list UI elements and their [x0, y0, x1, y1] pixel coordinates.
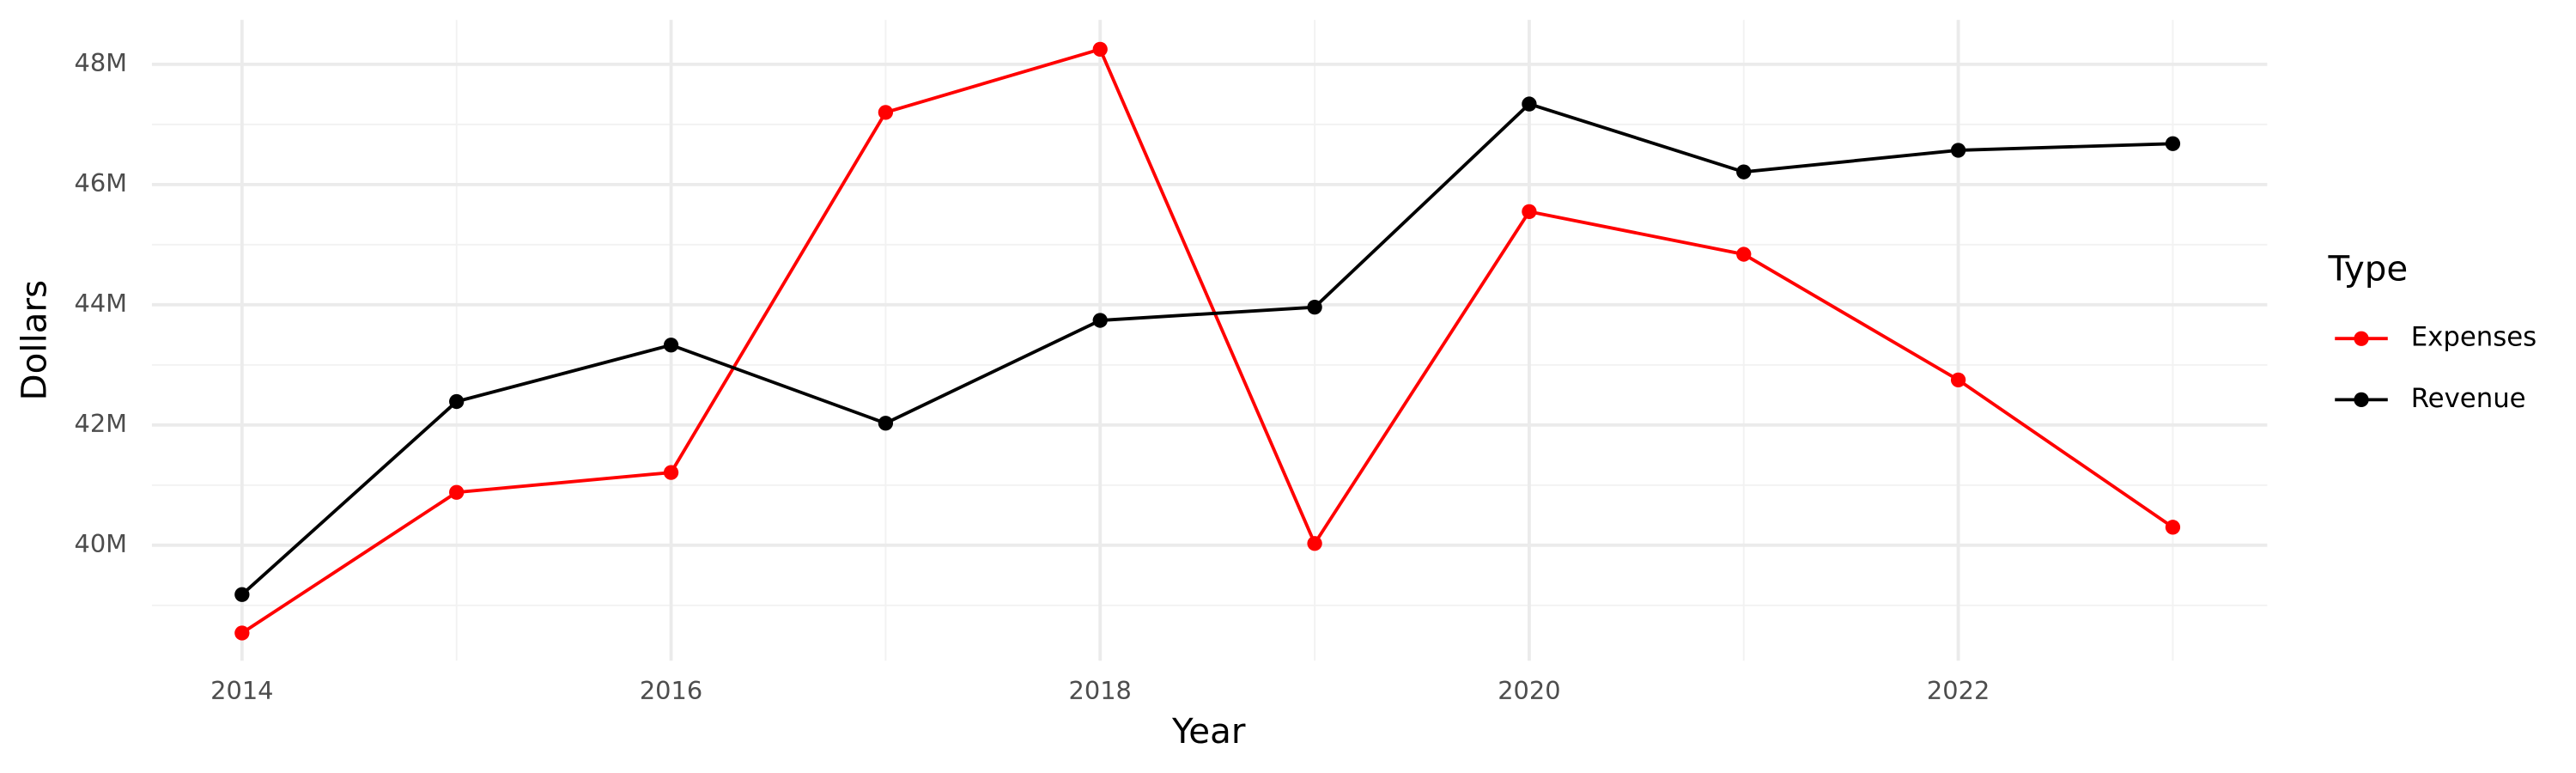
data-point [878, 416, 894, 431]
data-point [878, 105, 894, 120]
legend-title: Type [2328, 248, 2409, 289]
data-point [1736, 164, 1752, 180]
x-tick-label: 2018 [1069, 676, 1132, 705]
legend: Type Expenses Revenue [2328, 248, 2537, 414]
data-point [1092, 41, 1108, 58]
y-tick-label: 48M [75, 48, 128, 77]
legend-label: Revenue [2411, 383, 2526, 414]
x-tick-label: 2022 [1927, 676, 1990, 705]
data-point [1950, 372, 1966, 388]
data-point [1307, 536, 1322, 551]
data-point [663, 465, 679, 480]
x-tick-label: 2016 [640, 676, 702, 705]
data-point [449, 484, 465, 500]
data-point [449, 393, 465, 410]
y-tick-label: 46M [75, 168, 128, 198]
data-point [1736, 247, 1752, 262]
legend-label: Expenses [2411, 322, 2537, 353]
data-point [2165, 136, 2181, 151]
legend-key [2354, 392, 2369, 408]
x-tick-label: 2014 [210, 676, 273, 705]
legend-key [2354, 331, 2369, 346]
y-tick-label: 40M [75, 529, 128, 558]
series-line [240, 101, 2173, 596]
data-point [234, 625, 250, 641]
data-point [663, 338, 679, 353]
plot-area [234, 41, 2181, 641]
data-point [1522, 96, 1537, 112]
data-point [2165, 520, 2181, 535]
series-line [240, 47, 2174, 635]
x-tick-label: 2020 [1498, 676, 1560, 705]
data-point [1950, 143, 1966, 158]
data-point [234, 587, 250, 602]
data-point [1307, 300, 1322, 315]
y-axis-title: Dollars [14, 280, 54, 401]
y-tick-label: 44M [75, 289, 128, 318]
grid [151, 20, 2268, 661]
y-tick-label: 42M [75, 409, 128, 438]
x-axis-title: Year [1171, 711, 1246, 752]
data-point [1522, 204, 1537, 220]
data-point [1092, 313, 1108, 328]
